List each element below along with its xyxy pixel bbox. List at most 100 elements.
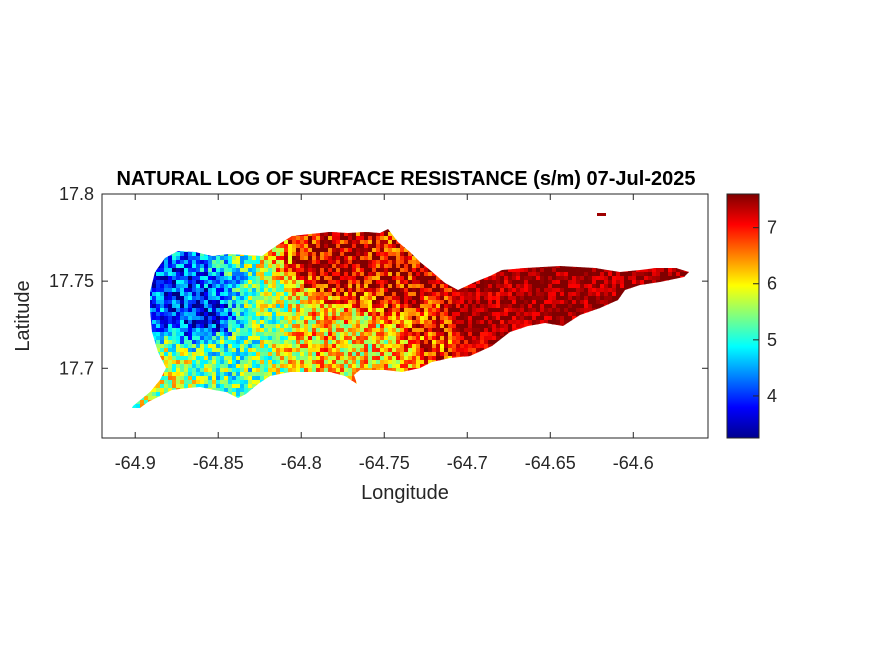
heatmap-cell xyxy=(400,244,405,249)
heatmap-cell xyxy=(592,296,597,301)
heatmap-cell xyxy=(552,284,557,289)
heatmap-cell xyxy=(244,336,249,341)
heatmap-cell xyxy=(620,288,625,293)
heatmap-cell xyxy=(284,264,289,269)
heatmap-cell xyxy=(372,328,377,333)
heatmap-cell xyxy=(544,316,549,321)
heatmap-cell xyxy=(176,276,181,281)
heatmap-cell xyxy=(460,324,465,329)
heatmap-cell xyxy=(540,316,545,321)
heatmap-cell xyxy=(340,360,345,365)
heatmap-cell xyxy=(272,340,277,345)
heatmap-cell xyxy=(216,276,221,281)
heatmap-cell xyxy=(396,284,401,289)
heatmap-cell xyxy=(344,348,349,353)
heatmap-cell xyxy=(368,360,373,365)
heatmap-cell xyxy=(264,272,269,277)
heatmap-cell xyxy=(412,324,417,329)
heatmap-cell xyxy=(164,352,169,357)
heatmap-cell xyxy=(340,272,345,277)
heatmap-cell xyxy=(524,320,529,325)
heatmap-cell xyxy=(488,304,493,309)
heatmap-cell xyxy=(308,296,313,301)
heatmap-cell xyxy=(196,364,201,369)
heatmap-cell xyxy=(248,280,253,285)
heatmap-cell xyxy=(212,328,217,333)
heatmap-cell xyxy=(588,272,593,277)
heatmap-cell xyxy=(348,240,353,245)
heatmap-cell xyxy=(568,268,573,273)
heatmap-cell xyxy=(192,272,197,277)
heatmap-cell xyxy=(316,340,321,345)
heatmap-cell xyxy=(352,236,357,241)
heatmap-cell xyxy=(336,264,341,269)
heatmap-cell xyxy=(508,276,513,281)
heatmap-cell xyxy=(344,328,349,333)
heatmap-cell xyxy=(304,348,309,353)
heatmap-cell xyxy=(380,236,385,241)
heatmap-cell xyxy=(264,352,269,357)
heatmap-cell xyxy=(272,272,277,277)
heatmap-cell xyxy=(296,356,301,361)
heatmap-cell xyxy=(272,328,277,333)
heatmap-cell xyxy=(308,360,313,365)
heatmap-cell xyxy=(372,320,377,325)
heatmap-cell xyxy=(416,364,421,369)
heatmap-cell xyxy=(444,312,449,317)
heatmap-cell xyxy=(260,268,265,273)
heatmap-cell xyxy=(168,288,173,293)
heatmap-cell xyxy=(216,304,221,309)
heatmap-cell xyxy=(316,328,321,333)
heatmap-cell xyxy=(176,304,181,309)
heatmap-cell xyxy=(624,272,629,277)
heatmap-cell xyxy=(208,364,213,369)
heatmap-cell xyxy=(484,276,489,281)
heatmap-cell xyxy=(276,288,281,293)
heatmap-cell xyxy=(224,368,229,373)
heatmap-cell xyxy=(508,320,513,325)
heatmap-cell xyxy=(492,316,497,321)
heatmap-cell xyxy=(588,292,593,297)
heatmap-cell xyxy=(556,304,561,309)
heatmap-cell xyxy=(180,272,185,277)
heatmap-cell xyxy=(208,264,213,269)
heatmap-cell xyxy=(328,332,333,337)
heatmap-cell xyxy=(212,332,217,337)
heatmap-cell xyxy=(412,356,417,361)
heatmap-cell xyxy=(260,276,265,281)
heatmap-cell xyxy=(360,264,365,269)
heatmap-cell xyxy=(252,312,257,317)
heatmap-cell xyxy=(260,368,265,373)
heatmap-cell xyxy=(284,248,289,253)
heatmap-cell xyxy=(268,304,273,309)
heatmap-cell xyxy=(176,256,181,261)
heatmap-cell xyxy=(356,252,361,257)
heatmap-cell xyxy=(384,284,389,289)
heatmap-cell xyxy=(176,312,181,317)
heatmap-cell xyxy=(388,292,393,297)
heatmap-cell xyxy=(652,280,657,285)
heatmap-cell xyxy=(328,284,333,289)
heatmap-cell xyxy=(468,312,473,317)
heatmap-cell xyxy=(404,340,409,345)
heatmap-cell xyxy=(236,344,241,349)
heatmap-cell xyxy=(260,320,265,325)
heatmap-cell xyxy=(592,284,597,289)
heatmap-cell xyxy=(288,332,293,337)
heatmap-cell xyxy=(368,356,373,361)
heatmap-cell xyxy=(268,316,273,321)
heatmap-cell xyxy=(152,336,157,341)
heatmap-cell xyxy=(348,236,353,241)
heatmap-cell xyxy=(380,360,385,365)
heatmap-cell xyxy=(348,340,353,345)
heatmap-cell xyxy=(624,276,629,281)
heatmap-cell xyxy=(244,324,249,329)
heatmap-cell xyxy=(576,292,581,297)
heatmap-cell xyxy=(576,276,581,281)
heatmap-cell xyxy=(344,352,349,357)
heatmap-cell xyxy=(296,292,301,297)
heatmap-cell xyxy=(376,256,381,261)
heatmap-cell xyxy=(256,288,261,293)
heatmap-cell xyxy=(332,304,337,309)
heatmap-cell xyxy=(472,344,477,349)
